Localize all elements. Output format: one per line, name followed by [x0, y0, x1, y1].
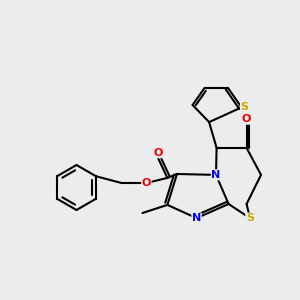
Text: N: N [212, 170, 220, 180]
Text: S: S [246, 213, 254, 223]
Text: O: O [242, 114, 251, 124]
Text: N: N [192, 213, 201, 223]
Text: S: S [241, 102, 248, 112]
Text: O: O [153, 148, 163, 158]
Text: O: O [142, 178, 151, 188]
